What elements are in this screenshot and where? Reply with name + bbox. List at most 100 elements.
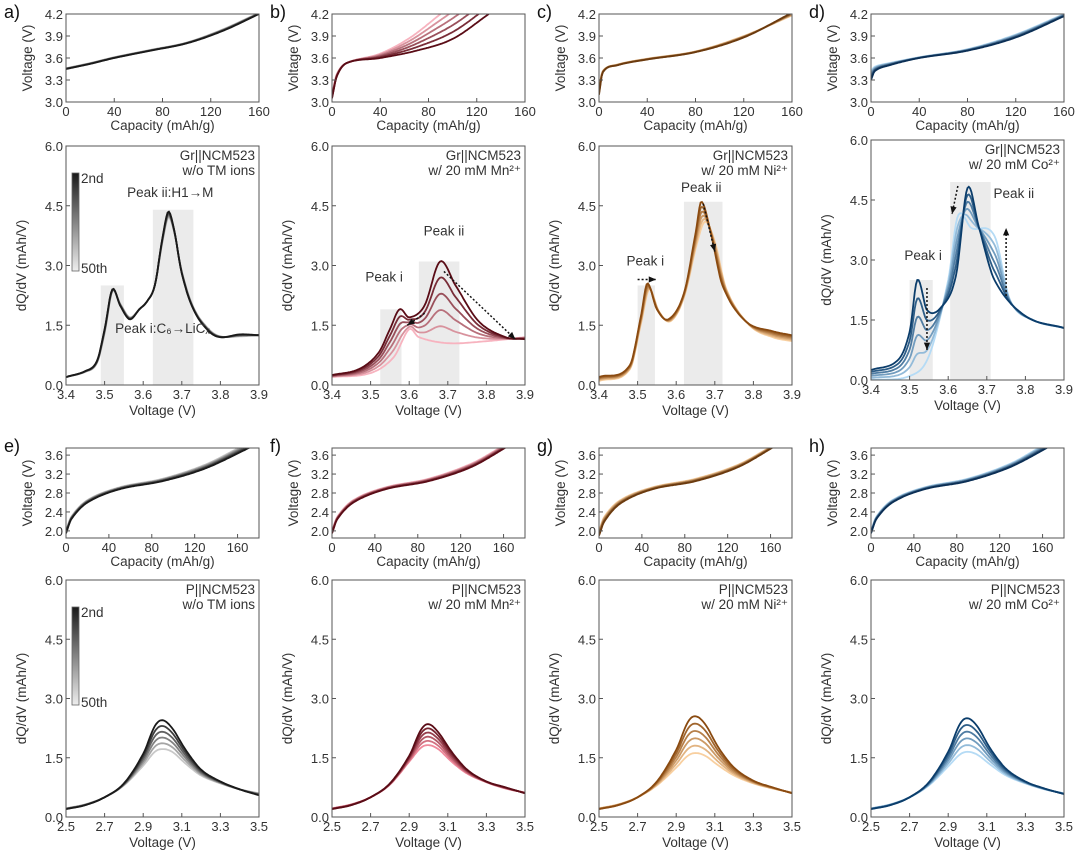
plot-frame bbox=[65, 447, 260, 539]
series-line-cycle-4 bbox=[66, 14, 258, 70]
sample-condition: w/ 20 mM Ni²⁺ bbox=[700, 597, 788, 612]
sample-condition: w/o TM ions bbox=[181, 597, 255, 612]
y-tick-label: 4.5 bbox=[850, 193, 868, 208]
series-line-cycle-1 bbox=[66, 210, 259, 378]
series-line-cycle-2 bbox=[66, 14, 259, 70]
y-tick-label: 3.2 bbox=[850, 467, 868, 482]
series-line-cycle-3 bbox=[332, 731, 525, 810]
series-line-cycle-2 bbox=[332, 14, 480, 98]
peak-annotation: Peak ii bbox=[424, 224, 465, 239]
chart-3-dq: 3.4 3.5 3.6 3.7 3.8 3.9 0.0 1.5 3.0 4.5 6.0 Voltage… bbox=[280, 139, 534, 418]
y-tick-label: 6.0 bbox=[578, 139, 596, 154]
series-line-cycle-2 bbox=[66, 448, 249, 534]
arrow-head-icon bbox=[407, 318, 416, 326]
y-tick-label: 2.0 bbox=[578, 524, 596, 539]
x-tick-label: 3.4 bbox=[57, 387, 75, 402]
x-tick-label: 160 bbox=[781, 104, 803, 119]
x-tick-label: 40 bbox=[102, 540, 116, 555]
sample-condition: w/o TM ions bbox=[181, 163, 255, 178]
y-tick-label: 6.0 bbox=[850, 133, 868, 148]
peak-annotation: Peak i bbox=[365, 269, 403, 284]
y-tick-label: 3.9 bbox=[45, 29, 63, 44]
shaded-peak-region bbox=[100, 285, 124, 385]
sample-title: Gr||NCM523 bbox=[985, 142, 1060, 157]
x-tick-label: 0 bbox=[867, 540, 874, 555]
x-axis-label: Voltage (V) bbox=[934, 835, 1001, 850]
x-tick-label: 120 bbox=[717, 540, 739, 555]
x-axis-label: Capacity (mAh/g) bbox=[915, 554, 1019, 569]
x-tick-label: 80 bbox=[678, 540, 692, 555]
x-tick-label: 3.4 bbox=[323, 387, 341, 402]
panel-label: h) bbox=[809, 436, 825, 456]
colorbar-label-last: 50th bbox=[81, 695, 107, 710]
plot-frame bbox=[598, 447, 793, 539]
series-line-cycle-1 bbox=[66, 719, 259, 810]
shaded-peak-region bbox=[950, 182, 991, 380]
sample-title: Gr||NCM523 bbox=[180, 148, 255, 163]
y-tick-label: 1.5 bbox=[45, 318, 63, 333]
arrow-head-icon bbox=[648, 276, 657, 283]
sample-title: P||NCM523 bbox=[719, 582, 788, 597]
y-tick-label: 2.8 bbox=[850, 486, 868, 501]
x-tick-label: 120 bbox=[733, 104, 755, 119]
series-line-cycle-1 bbox=[66, 448, 251, 534]
arrow-head-icon bbox=[923, 342, 931, 350]
series-line-cycle-2 bbox=[66, 725, 259, 810]
series-line-cycle-1 bbox=[66, 14, 259, 70]
x-tick-label: 120 bbox=[450, 540, 472, 555]
chart-7-dq: 3.4 3.5 3.6 3.7 3.8 3.9 0.0 1.5 3.0 4.5 6.0 Voltage… bbox=[819, 133, 1073, 413]
x-tick-label: 80 bbox=[411, 540, 425, 555]
x-tick-label: 2.7 bbox=[901, 819, 919, 834]
chart-0-vc: 0 40 80 120 160 3.0 3.3 3.6 3.9 4.2 Capacity (mAh/… bbox=[4, 2, 270, 133]
x-tick-label: 2.5 bbox=[323, 819, 341, 834]
y-axis-label: Voltage (V) bbox=[20, 460, 35, 527]
y-axis-label: Voltage (V) bbox=[286, 460, 301, 527]
x-tick-label: 3.6 bbox=[400, 387, 418, 402]
series-line-cycle-1 bbox=[599, 715, 792, 810]
chart-12-vc2: 0 40 80 120 160 2.0 2.4 2.8 3.2 3.6 Capacity (mAh/… bbox=[537, 436, 793, 569]
y-tick-label: 3.0 bbox=[311, 95, 329, 110]
y-tick-label: 3.0 bbox=[311, 259, 329, 274]
chart-10-vc2: 0 40 80 120 160 2.0 2.4 2.8 3.2 3.6 Capacity (mAh/… bbox=[270, 436, 526, 569]
x-tick-label: 0 bbox=[328, 540, 335, 555]
y-tick-label: 3.6 bbox=[311, 448, 329, 463]
x-tick-label: 3.5 bbox=[783, 819, 801, 834]
chart-9-dq2: 2.5 2.7 2.9 3.1 3.3 3.5 0.0 1.5 3.0 4.5 6.0 Voltage… bbox=[14, 573, 268, 850]
y-axis-label: dQ/dV (mAh/V) bbox=[819, 653, 834, 745]
x-tick-label: 2.9 bbox=[400, 819, 418, 834]
series-line-cycle-1 bbox=[599, 200, 792, 378]
series-line-cycle-3 bbox=[332, 292, 525, 377]
x-axis-label: Voltage (V) bbox=[395, 403, 462, 418]
x-tick-label: 40 bbox=[373, 104, 387, 119]
x-tick-label: 2.7 bbox=[362, 819, 380, 834]
series-line-cycle-5 bbox=[332, 325, 525, 378]
panel-label: c) bbox=[537, 2, 552, 22]
y-tick-label: 2.8 bbox=[311, 486, 329, 501]
chart-1-dq: 3.4 3.5 3.6 3.7 3.8 3.9 0.0 1.5 3.0 4.5 6.0 Voltage… bbox=[14, 139, 268, 418]
peak-annotation: Peak i bbox=[904, 248, 942, 263]
y-tick-label: 4.5 bbox=[311, 632, 329, 647]
shaded-peak-region bbox=[152, 209, 194, 385]
series-line-cycle-3 bbox=[871, 14, 1064, 77]
peak-annotation: Peak i:C₆→LiCₓ bbox=[115, 321, 210, 336]
y-tick-label: 0.0 bbox=[311, 378, 329, 393]
x-tick-label: 3.5 bbox=[250, 819, 268, 834]
y-tick-label: 3.6 bbox=[578, 51, 596, 66]
series-line-cycle-5 bbox=[871, 448, 1042, 532]
y-tick-label: 4.5 bbox=[311, 199, 329, 214]
x-tick-label: 3.1 bbox=[439, 819, 457, 834]
x-tick-label: 0 bbox=[62, 104, 69, 119]
y-tick-label: 4.5 bbox=[578, 632, 596, 647]
y-tick-label: 3.2 bbox=[45, 467, 63, 482]
plot-frame bbox=[331, 579, 526, 818]
x-tick-label: 160 bbox=[760, 540, 782, 555]
y-tick-label: 2.4 bbox=[45, 505, 63, 520]
y-tick-label: 3.0 bbox=[45, 692, 63, 707]
x-tick-label: 0 bbox=[867, 104, 874, 119]
y-tick-label: 0.0 bbox=[45, 810, 63, 825]
y-tick-label: 3.6 bbox=[850, 51, 868, 66]
y-tick-label: 3.0 bbox=[850, 253, 868, 268]
y-tick-label: 2.0 bbox=[311, 524, 329, 539]
series-line-cycle-1 bbox=[332, 448, 507, 534]
y-axis-label: dQ/dV (mAh/V) bbox=[547, 653, 562, 745]
